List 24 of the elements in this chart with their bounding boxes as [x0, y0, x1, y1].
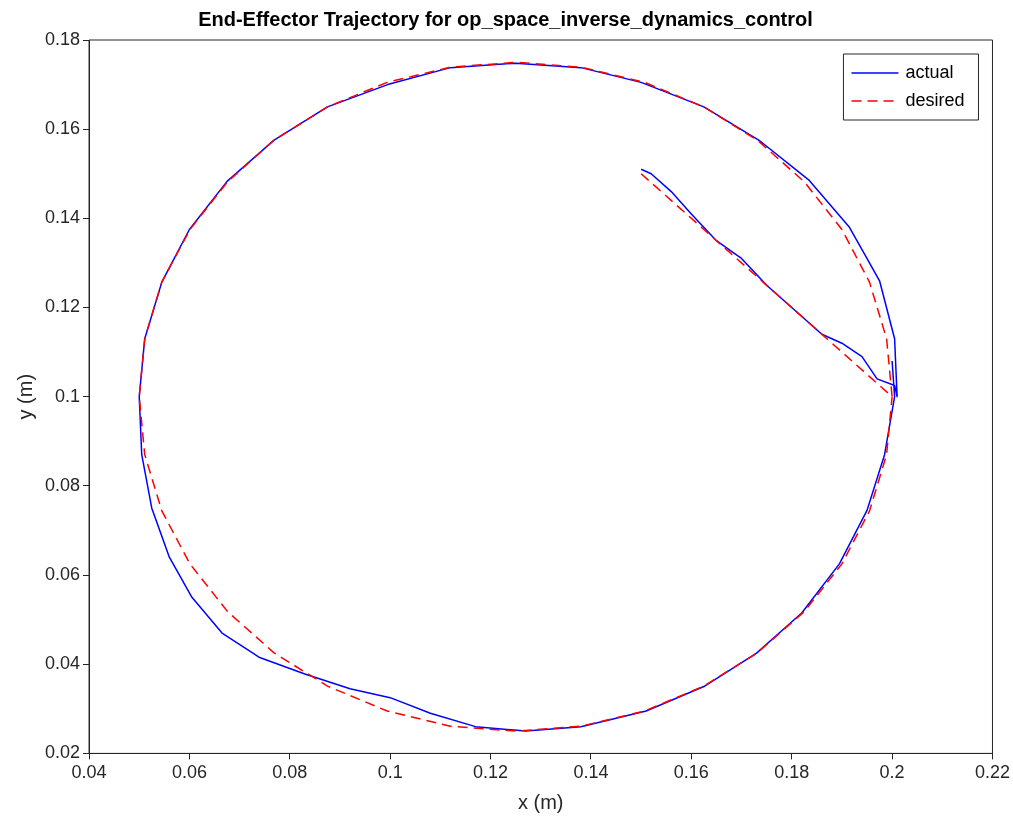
x-tick-label: 0.22	[974, 762, 1011, 783]
x-tick-label: 0.2	[879, 762, 905, 783]
y-tick-label: 0.12	[44, 296, 81, 317]
y-tick-label: 0.04	[44, 653, 81, 674]
y-tick-label: 0.16	[44, 118, 81, 139]
x-tick-label: 0.1	[377, 762, 403, 783]
x-axis-title: x (m)	[517, 790, 564, 813]
x-tick-label: 0.06	[171, 762, 207, 783]
x-tick-label: 0.04	[71, 762, 107, 783]
y-tick-label: 0.06	[44, 564, 81, 585]
x-tick-label: 0.08	[272, 762, 308, 783]
legend-label: desired	[905, 89, 965, 110]
legend-label: actual	[905, 61, 954, 82]
y-tick-label: 0.1	[55, 385, 81, 406]
x-tick-label: 0.16	[673, 762, 709, 783]
y-axis-title: y (m)	[13, 373, 36, 420]
x-tick-label: 0.14	[573, 762, 609, 783]
x-tick-label: 0.18	[774, 762, 810, 783]
x-tick-label: 0.12	[473, 762, 509, 783]
y-tick-label: 0.14	[44, 207, 81, 228]
chart-title: End-Effector Trajectory for op_space_inverse_dynamics_control	[198, 7, 813, 30]
y-tick-label: 0.02	[44, 742, 81, 763]
y-tick-label: 0.18	[44, 28, 81, 49]
y-tick-label: 0.08	[44, 474, 81, 495]
